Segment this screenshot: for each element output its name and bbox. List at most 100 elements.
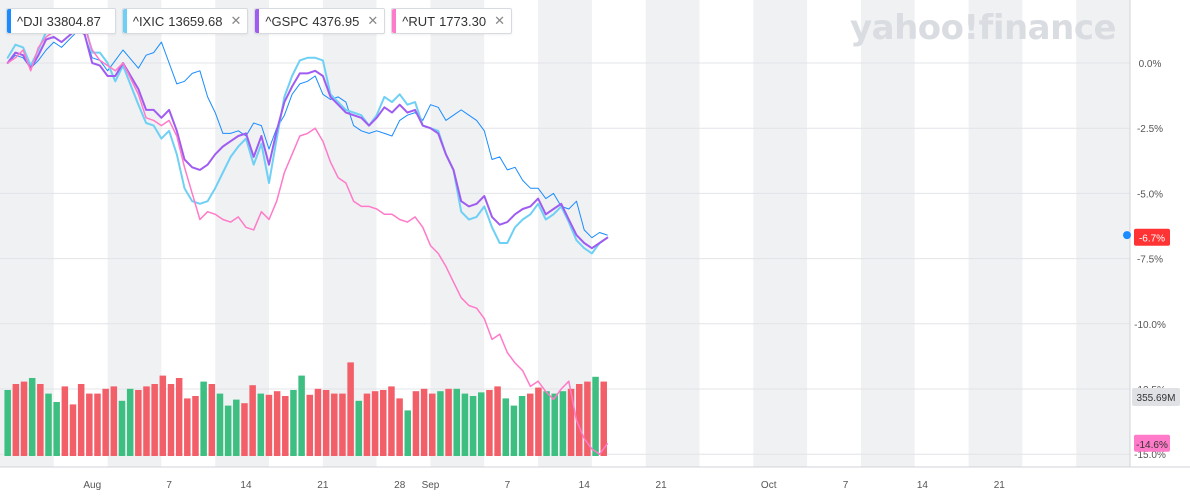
volume-bar bbox=[486, 390, 493, 456]
volume-bar bbox=[543, 391, 550, 456]
background-band bbox=[753, 0, 808, 467]
volume-bar bbox=[502, 398, 509, 456]
dji-symbol: ^DJI bbox=[17, 13, 43, 29]
volume-bar bbox=[94, 393, 101, 456]
volume-bar bbox=[53, 402, 60, 456]
volume-bar bbox=[535, 387, 542, 456]
volume-bar bbox=[28, 378, 36, 456]
x-tick-label: 21 bbox=[994, 480, 1006, 491]
background-band bbox=[968, 0, 1023, 467]
volume-bar bbox=[526, 393, 534, 456]
volume-bar bbox=[151, 384, 158, 456]
volume-bar bbox=[429, 393, 436, 456]
volume-bar bbox=[567, 388, 575, 456]
volume-bar bbox=[331, 393, 338, 456]
volume-bar bbox=[167, 384, 175, 456]
volume-bar bbox=[355, 400, 363, 456]
volume-bar bbox=[208, 384, 216, 456]
volume-bar bbox=[298, 375, 305, 456]
ixic-symbol: ^IXIC bbox=[132, 13, 165, 29]
volume-bar bbox=[494, 386, 501, 456]
volume-bar bbox=[461, 393, 469, 456]
y-tick-label: 0.0% bbox=[1139, 59, 1162, 70]
ixic-swatch bbox=[122, 9, 127, 33]
y-tick-label: -5.0% bbox=[1137, 189, 1163, 200]
rut-symbol: ^RUT bbox=[402, 13, 436, 29]
volume-bar bbox=[143, 386, 150, 456]
x-tick-label: 21 bbox=[656, 480, 668, 491]
volume-bar bbox=[61, 386, 69, 456]
volume-bar bbox=[37, 384, 44, 456]
ixic-value: 13659.68 bbox=[168, 13, 223, 29]
y-tick-label: -2.5% bbox=[1137, 124, 1163, 135]
series-line-dji bbox=[7, 31, 608, 239]
volume-bar bbox=[273, 391, 281, 456]
volume-bar bbox=[290, 390, 297, 456]
dji-value: 33804.87 bbox=[46, 13, 101, 29]
volume-bar bbox=[184, 398, 191, 456]
volume-tag bbox=[1132, 388, 1180, 406]
volume-bar bbox=[445, 388, 452, 456]
legend-chip-dji[interactable]: ^DJI 33804.87 bbox=[6, 8, 116, 34]
volume-bar bbox=[322, 390, 330, 456]
volume-bar bbox=[559, 391, 567, 456]
volume-bar bbox=[126, 388, 134, 456]
background-band bbox=[699, 0, 754, 467]
volume-bar bbox=[102, 388, 109, 456]
dji-swatch bbox=[7, 9, 11, 33]
background-band bbox=[860, 0, 915, 467]
close-icon[interactable]: ✕ bbox=[494, 13, 505, 28]
background-band bbox=[1022, 0, 1077, 467]
legend-chip-rut[interactable]: ^RUT 1773.30 ✕ bbox=[391, 8, 512, 34]
x-tick-label: Aug bbox=[83, 480, 101, 491]
end-tag-label: -6.7% bbox=[1139, 234, 1165, 245]
close-icon[interactable]: ✕ bbox=[367, 13, 379, 28]
volume-bar bbox=[4, 390, 11, 456]
volume-bar bbox=[69, 404, 77, 456]
volume-bar bbox=[388, 386, 395, 456]
volume-bar bbox=[200, 381, 207, 456]
background-band bbox=[807, 0, 861, 467]
volume-bar bbox=[518, 396, 526, 456]
volume-bar bbox=[110, 386, 118, 456]
volume-bar bbox=[12, 384, 20, 456]
series-line-gspc bbox=[6, 28, 609, 250]
dji-last-point bbox=[1123, 231, 1131, 240]
volume-bar bbox=[371, 391, 379, 456]
rut-value: 1773.30 bbox=[439, 13, 487, 29]
volume-bar bbox=[412, 391, 420, 456]
x-tick-label: 14 bbox=[917, 480, 929, 491]
series-line-rut bbox=[6, 10, 609, 455]
legend-chip-gspc[interactable]: ^GSPC 4376.95 ✕ bbox=[254, 8, 386, 34]
volume-bar bbox=[224, 405, 232, 456]
volume-bar bbox=[404, 410, 412, 456]
volume-bar bbox=[453, 388, 461, 456]
volume-bar bbox=[77, 384, 85, 456]
volume-bar bbox=[249, 385, 256, 456]
volume-bar bbox=[420, 388, 428, 456]
volume-bar bbox=[192, 396, 199, 456]
end-tag-rut bbox=[1134, 434, 1170, 452]
legend-chip-ixic[interactable]: ^IXIC 13659.68 ✕ bbox=[121, 8, 249, 34]
close-icon[interactable]: ✕ bbox=[230, 13, 242, 28]
end-tag-dji bbox=[1134, 228, 1170, 246]
volume-bar bbox=[592, 376, 599, 456]
gspc-value: 4376.95 bbox=[312, 13, 360, 29]
gspc-symbol: ^GSPC bbox=[265, 13, 309, 29]
volume-bar bbox=[314, 388, 322, 456]
volume-bar bbox=[265, 394, 273, 456]
volume-label: 355.69M bbox=[1137, 393, 1176, 404]
volume-bar bbox=[437, 391, 444, 456]
x-tick-label: Sep bbox=[422, 480, 440, 491]
x-tick-label: 14 bbox=[579, 480, 591, 491]
volume-bar bbox=[159, 375, 167, 456]
end-tag-label: -14.6% bbox=[1136, 440, 1168, 451]
volume-bar bbox=[306, 394, 314, 456]
x-tick-label: 21 bbox=[317, 480, 329, 491]
yahoo-finance-logo: yahoo!finance bbox=[850, 8, 1117, 48]
volume-bar bbox=[510, 405, 518, 456]
volume-bar bbox=[600, 381, 607, 456]
volume-bar bbox=[257, 393, 265, 456]
volume-bar bbox=[282, 396, 289, 456]
